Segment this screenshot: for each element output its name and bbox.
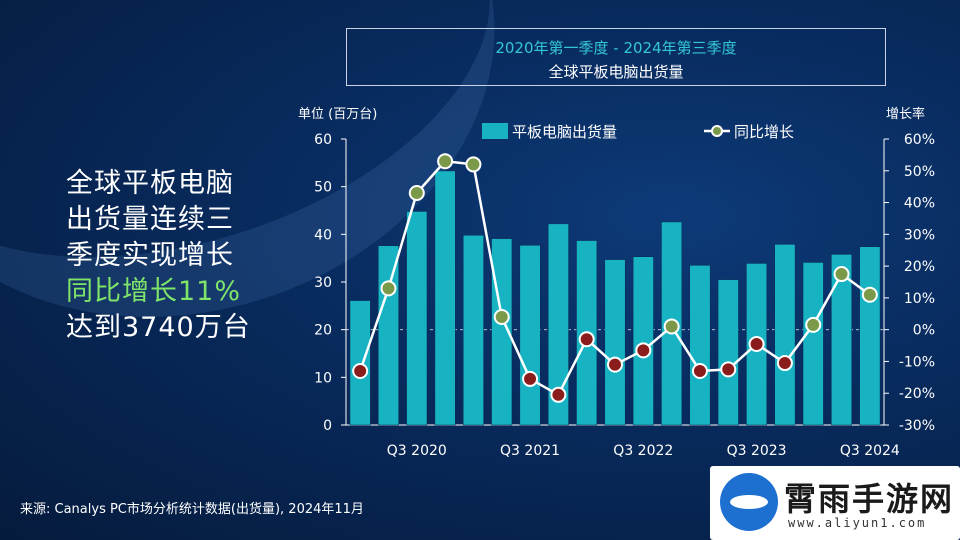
growth-point [635,342,652,359]
shipment-bar [547,223,569,426]
headline-volume: 达到3740万台 [66,312,251,343]
legend-bar-label: 平板电脑出货量 [512,123,617,141]
y2-axis-title: 增长率 [886,107,926,122]
shipment-bar [632,256,654,426]
growth-point [465,156,482,173]
headline-line-1: 全球平板电脑 [66,168,234,199]
x-tick-label: Q3 2021 [500,443,560,459]
y-tick-label: 10 [314,370,332,386]
x-tick-label: Q3 2022 [613,443,673,459]
growth-point [861,286,878,303]
growth-point [833,266,850,283]
shipment-bar [802,262,824,426]
growth-point [663,318,680,335]
watermark-logo: 霄雨手游网 www.aliyun1.com [710,466,960,540]
shipment-bar [406,211,428,426]
growth-point [720,361,737,378]
shipment-bar [378,245,399,426]
y2-tick-label: 10% [904,291,935,307]
shipment-bar [689,265,711,426]
source-note: 来源: Canalys PC市场分析统计数据(出货量), 2024年11月 [20,502,364,517]
shipment-bar [746,263,768,426]
y2-tick-label: 60% [904,132,935,148]
growth-point [691,362,708,379]
growth-point [493,308,510,325]
shipment-bar [859,246,881,426]
y-tick-label: 30 [314,275,332,291]
chart-title: 全球平板电脑出货量 [548,63,684,81]
growth-point [776,355,793,372]
watermark-fish-icon [720,473,778,531]
watermark-text: 霄雨手游网 [784,480,955,518]
y2-tick-label: 20% [904,259,935,275]
shipment-bar [717,279,739,426]
shipment-bar [831,254,852,426]
headline-growth: 同比增长11% [66,276,242,307]
y-tick-label: 0 [323,418,332,434]
watermark-url: www.aliyun1.com [788,516,927,530]
chart-title-box: 2020年第一季度 - 2024年第三季度 全球平板电脑出货量 [346,28,886,86]
headline-line-3: 季度实现增长 [66,240,234,271]
growth-point [607,356,623,373]
y2-tick-label: -30% [899,418,935,434]
growth-point [578,331,595,348]
shipment-bar [774,244,796,426]
growth-line [358,159,871,397]
growth-point [748,335,765,352]
y2-tick-label: 0% [913,323,935,339]
shipment-bar [661,221,683,426]
shipment-bar [462,235,484,426]
shipment-bar [604,259,626,426]
shipment-bar [519,245,541,426]
shipment-bar [576,240,598,426]
growth-point [522,370,539,387]
shipment-bar [434,170,456,426]
legend-bar-swatch [482,123,508,139]
headline-line-2: 出货量连续三 [66,204,234,235]
growth-point [805,316,822,333]
x-tick-label: Q3 2024 [840,443,900,459]
legend-line-label: 同比增长 [734,123,794,141]
growth-point [550,386,567,403]
shipment-bar [491,238,513,426]
chart-title-period: 2020年第一季度 - 2024年第三季度 [495,39,737,57]
x-tick-label: Q3 2020 [387,443,447,459]
shipment-bar [349,300,371,426]
growth-point [352,362,369,379]
y2-tick-label: 50% [904,164,935,180]
x-tick-label: Q3 2023 [727,443,787,459]
y2-tick-label: 40% [904,196,935,212]
y2-tick-label: 30% [904,227,935,243]
growth-point [380,280,397,297]
headline: 全球平板电脑 出货量连续三 季度实现增长 同比增长11% 达到3740万台 [66,166,266,346]
y-tick-label: 20 [314,323,332,339]
y2-tick-label: -20% [899,386,935,402]
legend-line-marker [711,125,723,137]
y2-tick-label: -10% [899,354,935,370]
y-axis-title: 单位 (百万台) [298,107,378,122]
